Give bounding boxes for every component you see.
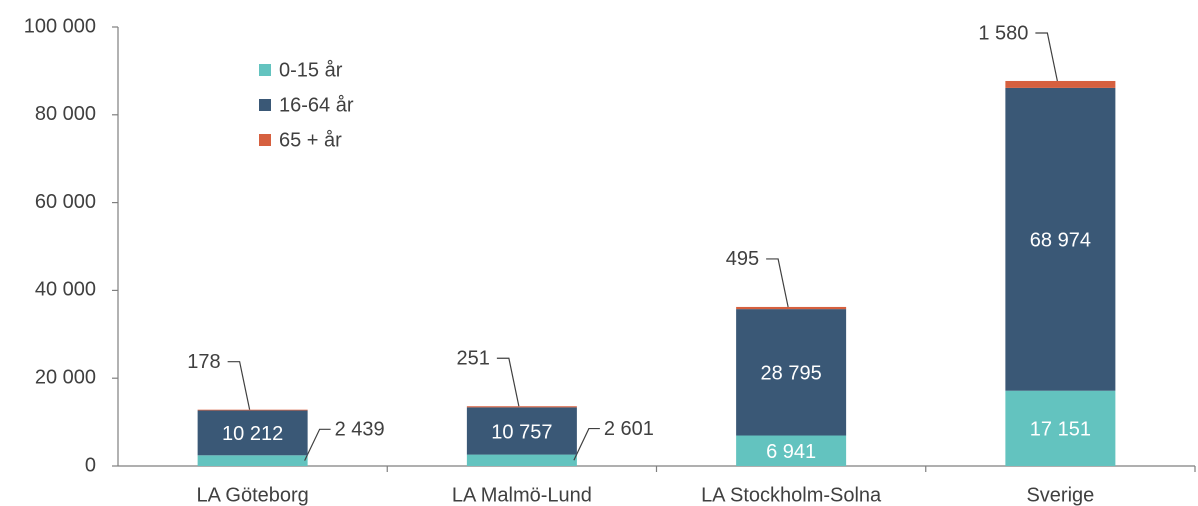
y-tick-label: 100 000: [24, 15, 96, 37]
legend-label: 16-64 år: [279, 94, 354, 116]
leader-line: [227, 361, 251, 410]
data-label: 28 795: [761, 363, 822, 385]
bar-segment: [1005, 390, 1116, 466]
bar-segment: [736, 309, 847, 436]
leader-line: [496, 357, 520, 407]
legend-swatch: [259, 134, 271, 146]
data-label: 495: [726, 248, 759, 270]
legend-label: 65 + år: [279, 129, 342, 151]
leader-line: [573, 427, 600, 461]
data-label: 17 151: [1030, 419, 1091, 441]
y-tick-label: 20 000: [35, 366, 96, 388]
bar-segment: [736, 306, 847, 310]
bar-segment: [466, 454, 577, 466]
x-tick-label: LA Malmö-Lund: [452, 484, 592, 506]
y-tick-label: 60 000: [35, 191, 96, 213]
bar-segment: [736, 435, 847, 466]
data-label: 178: [187, 351, 220, 373]
x-tick-label: LA Stockholm-Solna: [701, 484, 882, 506]
y-tick-label: 40 000: [35, 279, 96, 301]
legend-label: 0-15 år: [279, 59, 343, 81]
data-label: 251: [457, 348, 490, 370]
x-tick-label: LA Göteborg: [196, 484, 308, 506]
leader-line: [1035, 32, 1058, 82]
data-label: 1 580: [978, 22, 1028, 44]
leader-line: [304, 428, 331, 461]
data-label: 68 974: [1030, 230, 1091, 252]
bar-segment: [197, 455, 308, 466]
x-tick-label: Sverige: [1026, 484, 1094, 506]
y-tick-label: 0: [85, 454, 96, 476]
bar-segment: [197, 409, 308, 411]
bar-segment: [466, 407, 577, 455]
leader-line: [766, 258, 789, 308]
bar-segment: [466, 406, 577, 408]
data-label: 2 601: [604, 418, 654, 440]
y-tick-label: 80 000: [35, 103, 96, 125]
data-label: 2 439: [335, 419, 385, 441]
data-label: 10 757: [491, 421, 552, 443]
legend-swatch: [259, 99, 271, 111]
data-label: 10 212: [222, 423, 283, 445]
data-label: 6 941: [766, 441, 816, 463]
bar-segment: [197, 410, 308, 456]
bar-segment: [1005, 87, 1116, 391]
bar-segment: [1005, 80, 1116, 88]
legend-swatch: [259, 64, 271, 76]
